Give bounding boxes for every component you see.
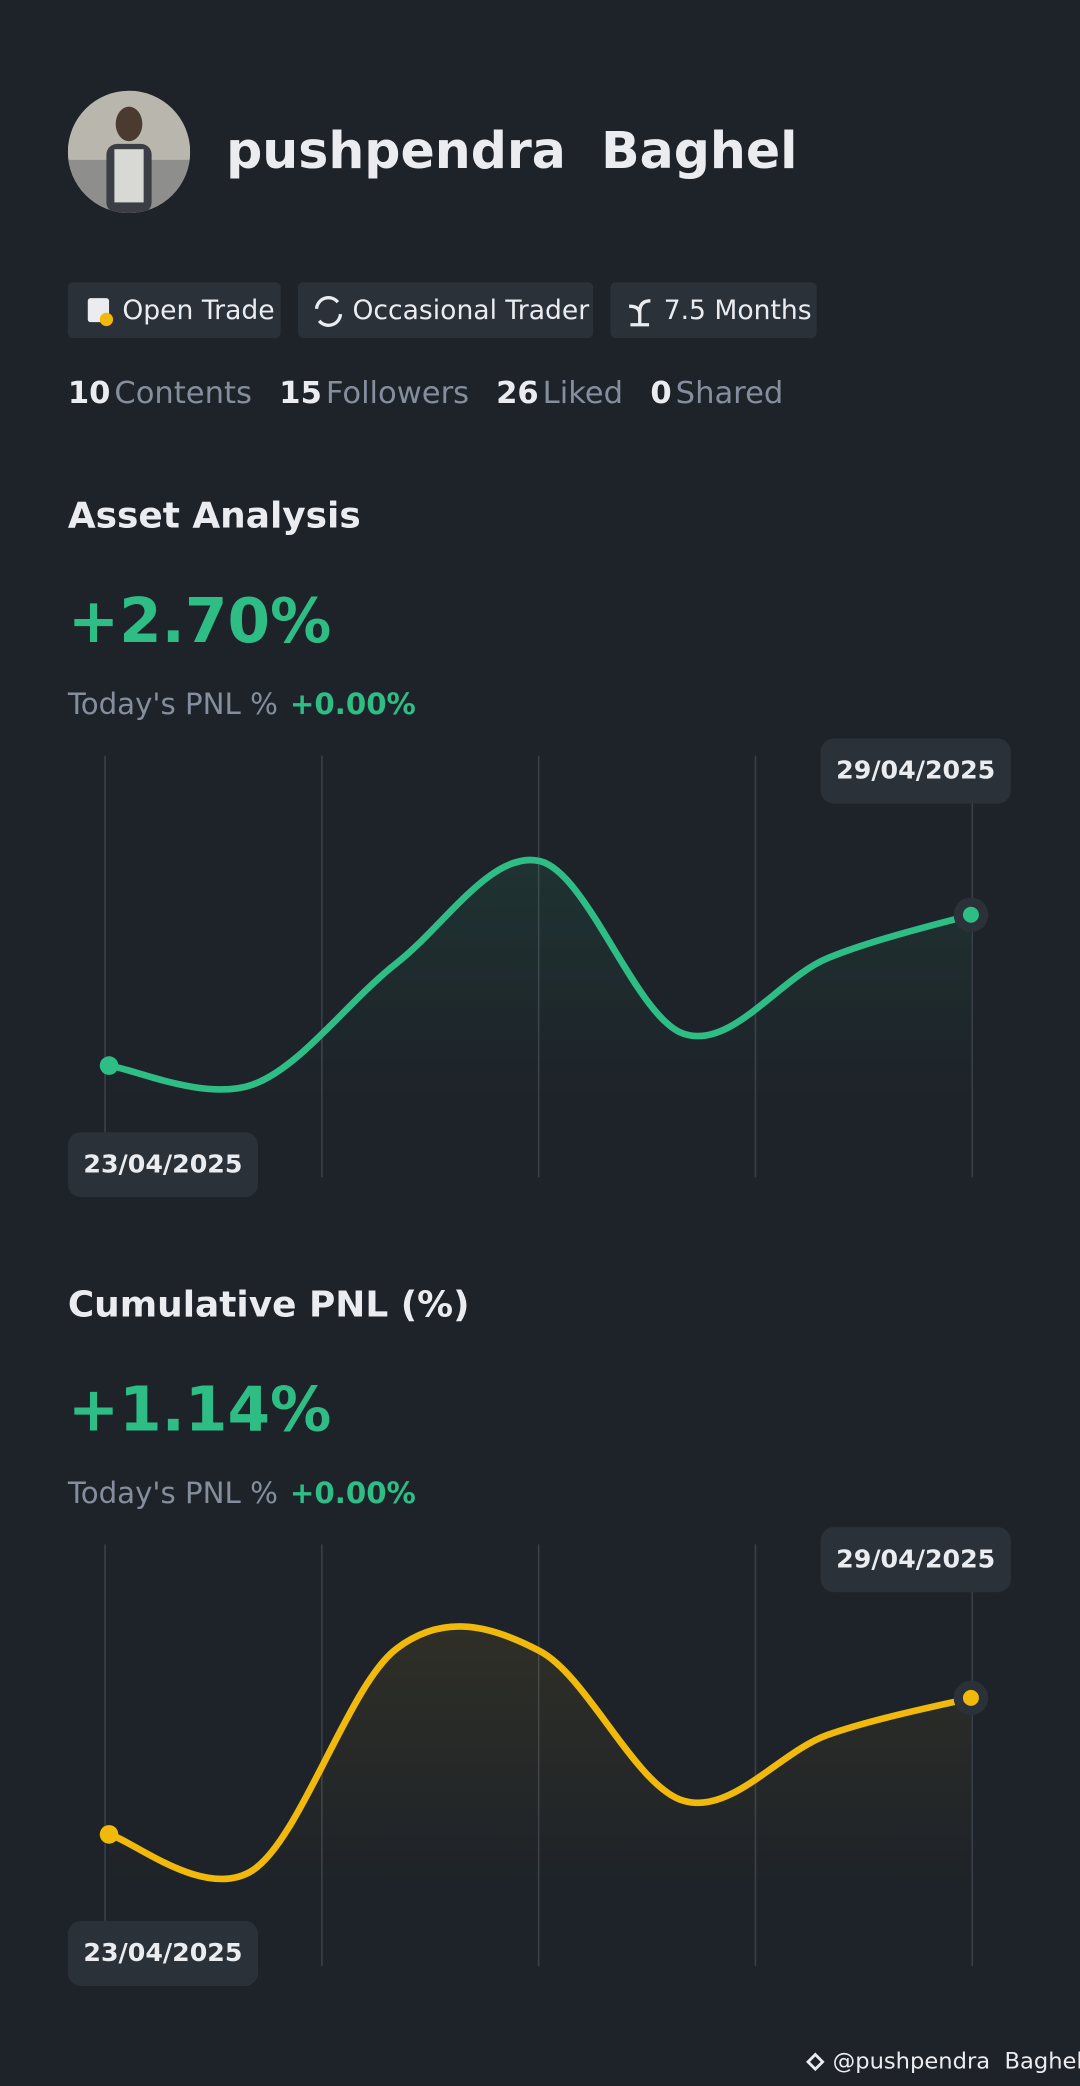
- badge: [610, 282, 817, 339]
- point: [99, 1056, 119, 1075]
- stat-value: 10: [68, 375, 111, 410]
- today-label: Today's PNL %: [67, 1475, 278, 1509]
- section-title: Asset Analysis: [68, 496, 361, 537]
- point: [99, 1825, 119, 1844]
- badge-label: Open Trade: [122, 295, 274, 326]
- user-name: pushpendra Baghel: [226, 121, 797, 180]
- headline-value: +1.14%: [68, 1375, 331, 1446]
- watermark-logo: [806, 2052, 825, 2072]
- date-tooltip: [67, 1132, 259, 1198]
- today-value: +0.00%: [290, 687, 416, 721]
- badge: [297, 282, 594, 339]
- stat: 26 Liked: [496, 375, 623, 410]
- today-pnl: Today's PNL % +0.00%: [67, 687, 416, 721]
- stat-value: 15: [279, 375, 322, 410]
- section-title: Cumulative PNL (%): [68, 1284, 470, 1325]
- stat: 15 Followers: [279, 375, 469, 410]
- badge-label: 7.5 Months: [664, 295, 812, 326]
- stat-label: Shared: [676, 375, 784, 410]
- today-value: +0.00%: [290, 1475, 416, 1509]
- today-label: Today's PNL %: [67, 687, 278, 721]
- stat-label: Liked: [543, 375, 623, 410]
- stat-label: Contents: [114, 375, 252, 410]
- stat-label: Followers: [326, 375, 469, 410]
- stat-value: 26: [496, 375, 539, 410]
- point: [962, 1689, 979, 1706]
- area: [109, 859, 971, 1098]
- date-label: 23/04/2025: [83, 1149, 242, 1178]
- badge: [67, 282, 281, 339]
- area: [109, 1626, 971, 1887]
- date-label: 29/04/2025: [836, 1544, 995, 1573]
- point: [962, 906, 979, 923]
- badge-icon: [99, 312, 114, 327]
- stat: 0 Shared: [650, 375, 783, 410]
- date-label: 29/04/2025: [836, 756, 995, 785]
- badge-label: Occasional Trader: [352, 295, 589, 326]
- headline-value: +2.70%: [68, 586, 331, 657]
- today-pnl: Today's PNL % +0.00%: [67, 1475, 416, 1509]
- badge-icon: [629, 299, 651, 327]
- date-tooltip: [67, 1920, 259, 1987]
- stat-value: 0: [650, 375, 671, 410]
- date-label: 23/04/2025: [83, 1938, 242, 1967]
- line: [105, 1623, 975, 1883]
- watermark: @pushpendra Baghel: [833, 2048, 1080, 2074]
- date-tooltip: [820, 738, 1011, 804]
- stat: 10 Contents: [68, 375, 252, 410]
- date-tooltip: [820, 1527, 1011, 1593]
- badge-icon: [314, 296, 343, 327]
- line: [105, 856, 975, 1093]
- avatar[interactable]: [67, 90, 191, 214]
